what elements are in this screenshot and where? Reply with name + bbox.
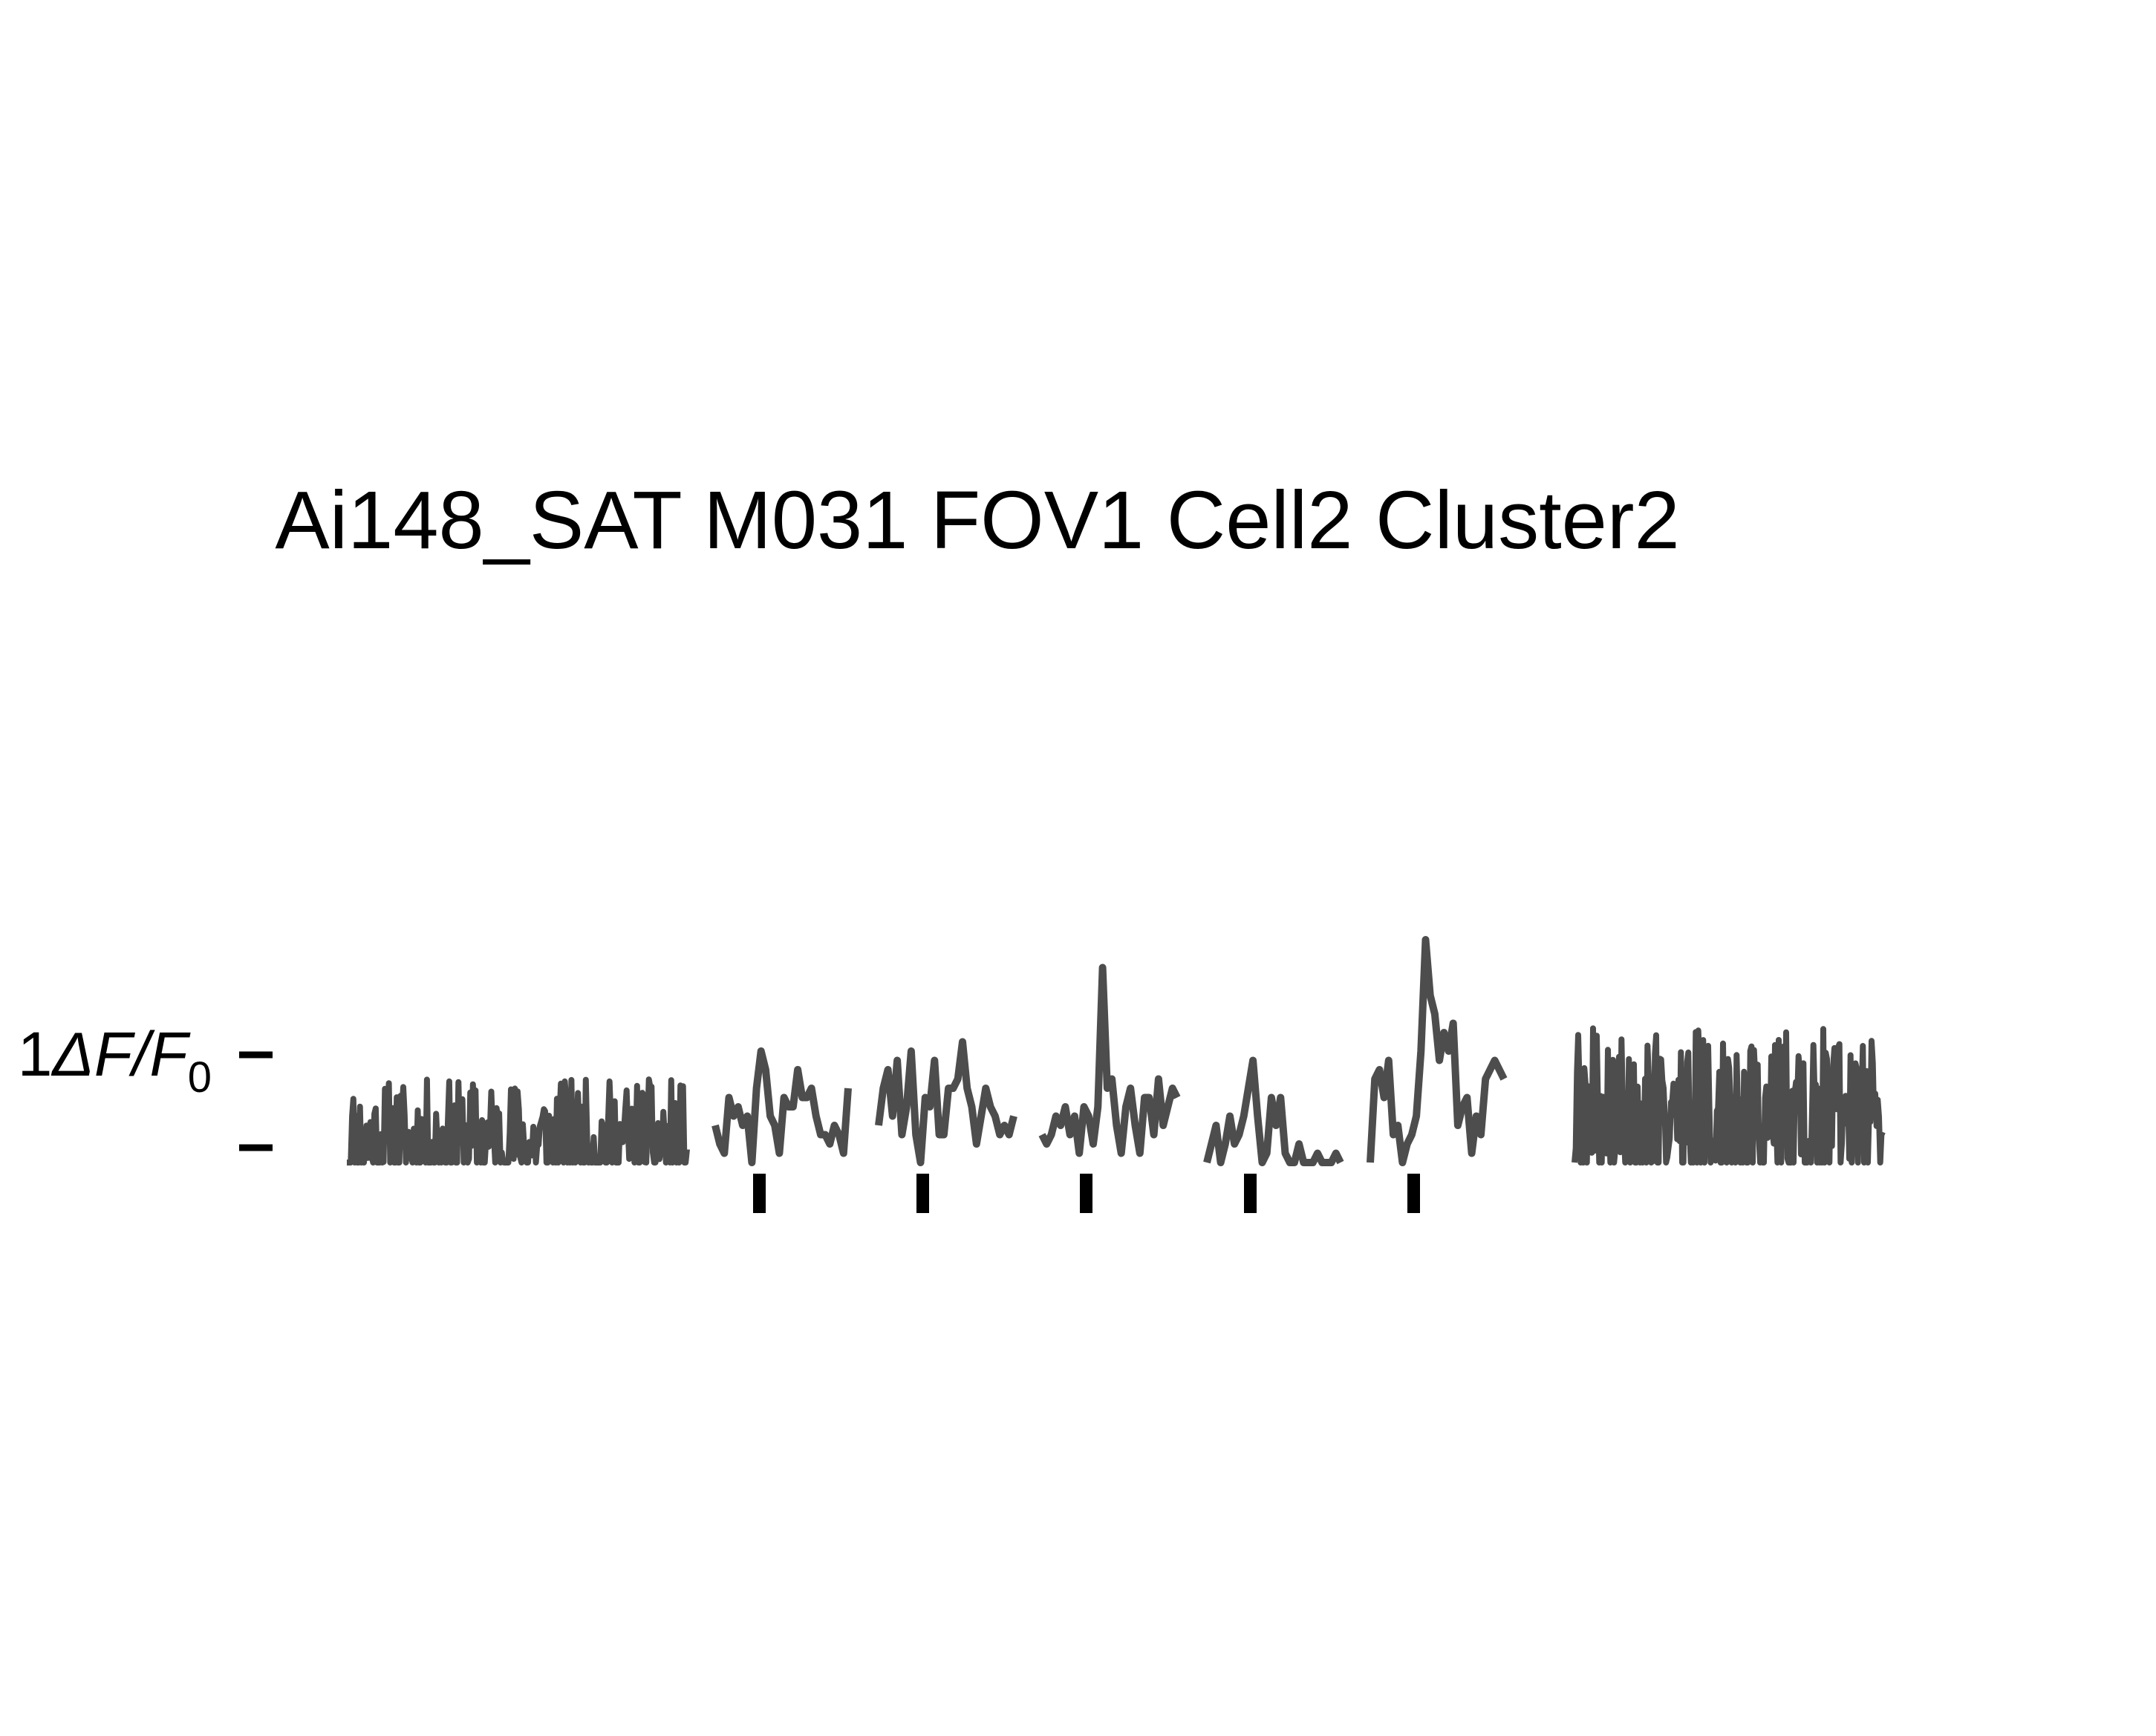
stimulus-marker-stim-3 (1080, 1174, 1092, 1213)
trace-group (345, 936, 1886, 1166)
chart-title: Ai148_SAT M031 FOV1 Cell2 Cluster2 (275, 475, 1679, 566)
scale-bar: 1ΔF/F0 (18, 1019, 273, 1151)
trace-stim-1 (711, 1047, 852, 1166)
stimulus-marker-stim-2 (916, 1174, 929, 1213)
trace-stim-2 (875, 1038, 1017, 1166)
scale-bar-label: 1ΔF/F0 (18, 1019, 212, 1102)
trace-stim-4 (1203, 1056, 1344, 1166)
scale-bar-label-subscript: 0 (188, 1053, 212, 1102)
stimulus-marker-stim-1 (753, 1174, 766, 1213)
trace-post (1572, 1025, 1886, 1166)
stimulus-marker-stim-5 (1407, 1174, 1420, 1213)
trace-stim-3 (1038, 963, 1181, 1157)
trace-stim-5 (1367, 936, 1508, 1166)
scale-bar-label-symbol: ΔF/F (51, 1019, 191, 1089)
scale-bar-label-prefix: 1 (18, 1019, 53, 1089)
stimulus-marker-group (753, 1174, 1420, 1213)
stimulus-marker-stim-4 (1244, 1174, 1257, 1213)
trace-pre (345, 1076, 690, 1166)
